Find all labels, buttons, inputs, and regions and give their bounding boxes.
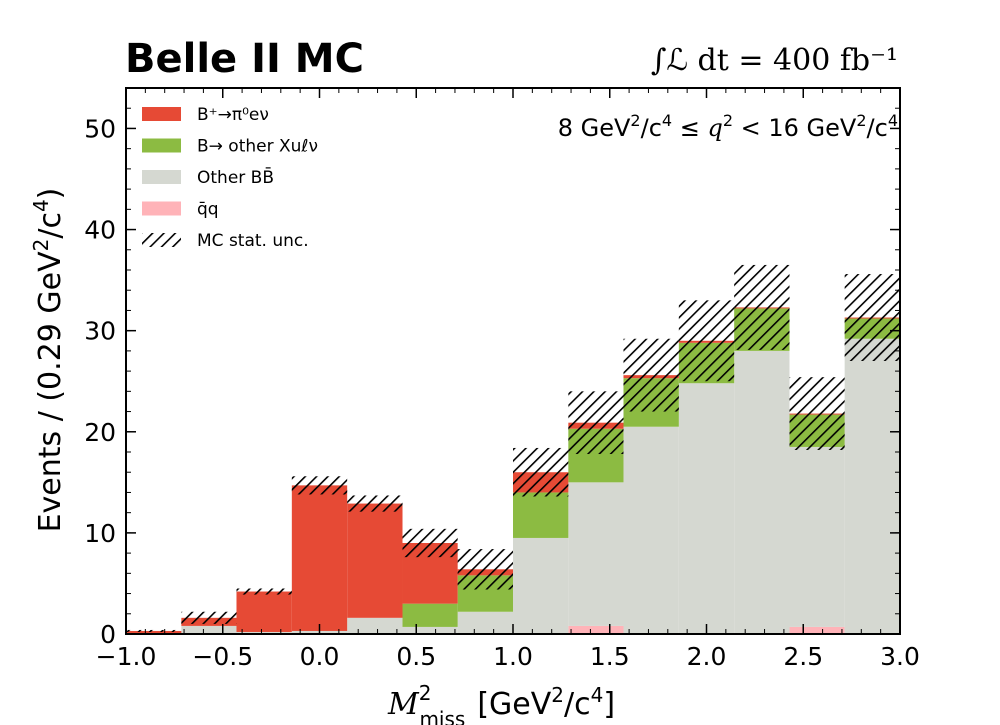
y-tick-label: 50 [84,114,116,143]
uncertainty-band-bin-4 [347,495,403,512]
bar-other_bb-bin-12 [789,446,845,627]
legend: B⁺→π⁰eν B→ other Xuℓν Other BB̄ q̄q MC stat.… [142,105,318,251]
mc-stat-uncertainty-bands [126,264,900,632]
bar-other_bb-bin-7 [513,537,569,634]
y-axis-ticks: 0 10 20 30 40 50 [84,87,900,649]
x-tick-label: 3.0 [880,642,920,671]
uncertainty-band-bin-13 [844,274,900,361]
bar-other_bb-bin-13 [844,338,900,634]
uncertainty-band-bin-12 [789,377,845,450]
uncertainty-band-bin-11 [734,264,790,350]
uncertainty-band-bin-10 [678,300,735,382]
bar-other_xu-bin-5 [402,603,458,627]
q2-region-annotation: 8 GeV2/c4 ≤ q2 < 16 GeV2/c4 [558,111,898,142]
uncertainty-band-bin-6 [457,549,513,590]
bar-other_bb-bin-6 [457,611,513,634]
legend-swatch-mc-stat-unc [142,233,181,247]
x-tick-label: −0.5 [192,642,253,671]
bar-other_bb-bin-1 [181,625,237,634]
bar-qq-bin-8 [568,625,624,634]
x-tick-label: 2.5 [783,642,823,671]
bar-other_bb-bin-11 [734,350,790,634]
x-tick-label: 1.5 [590,642,630,671]
y-tick-label: 30 [84,317,116,346]
x-axis-label: M2 miss [GeV2/c4] [387,681,615,725]
uncertainty-band-bin-2 [236,588,292,595]
x-tick-label: 0.0 [300,642,340,671]
legend-label-mc-stat-unc: MC stat. unc. [197,231,309,251]
bar-signal-bin-4 [347,503,403,618]
x-tick-label: −1.0 [96,642,157,671]
y-tick-label: 40 [84,216,116,245]
uncertainty-band-bin-1 [181,611,237,624]
bar-other_bb-bin-9 [623,426,679,634]
bar-other_bb-bin-4 [347,617,403,634]
legend-swatch-other-bb [142,170,181,184]
chart-title: Belle II MC [125,36,364,82]
bar-other_bb-bin-8 [568,482,624,626]
uncertainty-band-bin-0 [126,629,182,632]
uncertainty-band-bin-9 [623,338,679,412]
uncertainty-band-bin-8 [568,391,624,455]
bar-signal-bin-0 [126,630,182,634]
bar-other_bb-bin-2 [236,631,292,634]
bar-other_xu-bin-7 [513,492,569,538]
x-tick-label: 1.0 [493,642,533,671]
legend-label-other-bb: Other BB̄ [197,166,274,188]
uncertainty-band-bin-3 [291,476,348,495]
y-tick-label: 10 [84,519,116,548]
x-axis-ticks: −1.0 −0.5 0.0 0.5 1.0 1.5 2.0 2.5 3.0 [96,88,920,671]
bar-other_bb-bin-10 [678,383,735,634]
luminosity-label: ∫ℒ dt = 400 fb⁻¹ [651,43,898,78]
y-tick-label: 20 [84,418,116,447]
uncertainty-band-bin-7 [513,447,569,497]
legend-swatch-signal [142,107,181,121]
bar-other_bb-bin-5 [402,626,458,634]
legend-swatch-qq [142,201,181,216]
y-tick-label: 0 [100,620,116,649]
y-axis-label: Events / (0.29 GeV2/c4) [29,188,68,533]
bar-signal-bin-2 [236,591,292,632]
x-tick-label: 2.0 [687,642,727,671]
histogram-bars [126,307,900,634]
legend-label-signal: B⁺→π⁰eν [197,105,269,125]
uncertainty-band-bin-5 [402,528,458,558]
bar-qq-bin-12 [789,626,845,634]
x-tick-label: 0.5 [396,642,436,671]
legend-label-qq: q̄q [197,200,219,220]
legend-swatch-other-xu [142,138,181,153]
legend-label-other-xu: B→ other Xuℓν [197,137,318,157]
bar-signal-bin-3 [291,485,348,631]
